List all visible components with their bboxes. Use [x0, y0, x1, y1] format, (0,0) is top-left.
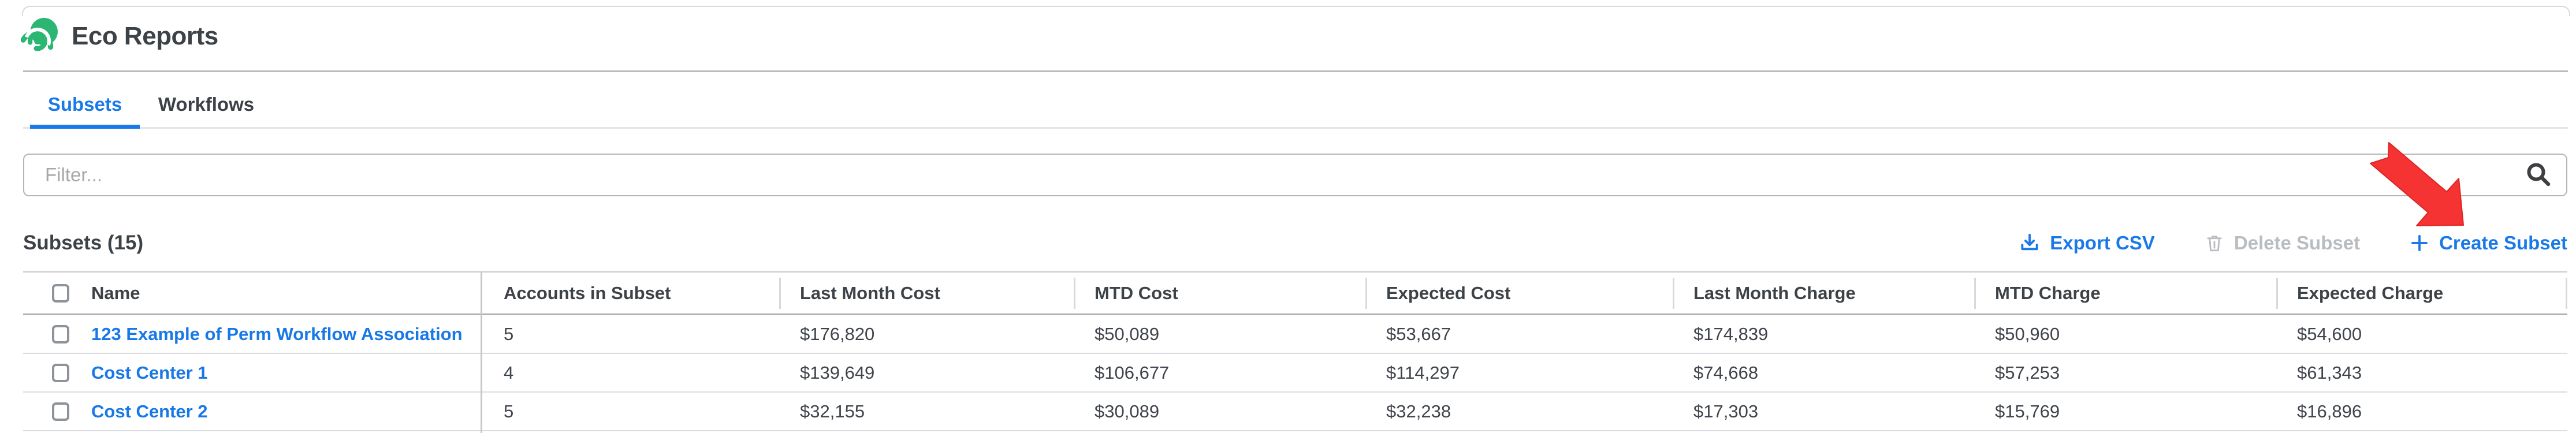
header-checkbox-cell [23, 272, 91, 313]
delete-subset-label: Delete Subset [2233, 232, 2361, 253]
accounts-in-subset-value: 4 [504, 362, 514, 383]
table-row: 123 Example of Perm Workflow Association… [23, 315, 2567, 354]
expected-cost-value: $53,667 [1386, 323, 1451, 344]
mtd-charge-value: $57,253 [1995, 362, 2060, 383]
column-header-last-month-charge: Last Month Charge [1673, 272, 1974, 313]
section-header: Subsets (15) Export CSV Delete Subset [23, 230, 2567, 256]
last-month-charge-value: $74,668 [1693, 362, 1759, 383]
accounts-in-subset-value: 5 [504, 323, 514, 344]
name-column-divider [481, 271, 482, 433]
table-header-row: Name Accounts in Subset Last Month Cost … [23, 272, 2567, 315]
filter-input[interactable] [23, 154, 2567, 196]
row-checkbox-cell [23, 354, 91, 391]
mtd-charge-value: $50,960 [1995, 323, 2060, 344]
expected-charge-value: $16,896 [2297, 401, 2362, 421]
accounts-in-subset-value: 5 [504, 401, 514, 421]
last-month-cost-value: $139,649 [800, 362, 875, 383]
mtd-cost-value: $106,677 [1095, 362, 1170, 383]
column-header-expected-charge: Expected Charge [2276, 272, 2567, 313]
search-icon[interactable] [2526, 162, 2552, 188]
expected-charge-value: $54,600 [2297, 323, 2362, 344]
subset-name-link[interactable]: Cost Center 2 [91, 401, 208, 421]
tabbar-baseline [23, 127, 2568, 129]
tab-subsets[interactable]: Subsets [30, 84, 140, 129]
column-header-expected-cost: Expected Cost [1365, 272, 1673, 313]
row-checkbox[interactable] [52, 324, 69, 344]
column-header-last-month-cost: Last Month Cost [779, 272, 1074, 313]
row-checkbox-cell [23, 393, 91, 430]
last-month-charge-value: $174,839 [1693, 323, 1769, 344]
column-header-accounts-in-subset: Accounts in Subset [504, 282, 671, 303]
row-checkbox-cell [23, 315, 91, 353]
last-month-charge-value: $17,303 [1693, 401, 1759, 421]
create-subset-label: Create Subset [2439, 232, 2567, 253]
mtd-charge-value: $15,769 [1995, 401, 2060, 421]
page-title: Eco Reports [72, 22, 218, 50]
expected-cost-value: $32,238 [1386, 401, 1451, 421]
expected-charge-value: $61,343 [2297, 362, 2362, 383]
export-csv-button[interactable]: Export CSV [2019, 232, 2155, 254]
filter-bar [23, 154, 2567, 196]
column-header-mtd-cost: MTD Cost [1074, 272, 1365, 313]
tab-workflows[interactable]: Workflows [158, 93, 255, 115]
export-csv-label: Export CSV [2050, 232, 2155, 253]
plus-icon [2411, 235, 2428, 251]
subset-name-link[interactable]: 123 Example of Perm Workflow Association [91, 323, 463, 344]
expected-cost-value: $114,297 [1386, 362, 1460, 383]
last-month-cost-value: $176,820 [800, 323, 875, 344]
subsets-table: Name Accounts in Subset Last Month Cost … [23, 271, 2567, 431]
header-divider [23, 70, 2568, 72]
delete-subset-button[interactable]: Delete Subset [2204, 232, 2360, 254]
panel-top-edge [22, 6, 2570, 16]
subset-name-link[interactable]: Cost Center 1 [91, 362, 208, 383]
select-all-checkbox[interactable] [52, 283, 69, 303]
row-checkbox[interactable] [52, 402, 69, 421]
last-month-cost-value: $32,155 [800, 401, 865, 421]
create-subset-button[interactable]: Create Subset [2409, 232, 2567, 254]
section-title: Subsets (15) [23, 232, 144, 254]
row-checkbox[interactable] [52, 363, 69, 382]
mtd-cost-value: $50,089 [1095, 323, 1160, 344]
download-icon [2021, 233, 2038, 251]
eco-spiral-icon [21, 18, 58, 51]
table-row: Cost Center 1 4 $139,649 $106,677 $114,2… [23, 354, 2567, 393]
tab-bar: Subsets Workflows [30, 84, 273, 129]
column-header-mtd-charge: MTD Charge [1974, 272, 2276, 313]
mtd-cost-value: $30,089 [1095, 401, 1160, 421]
app-header: Eco Reports [21, 16, 218, 57]
trash-icon [2207, 236, 2222, 252]
column-header-name: Name [91, 282, 140, 303]
table-actions: Export CSV Delete Subset Create Subset [2019, 232, 2567, 254]
table-row: Cost Center 2 5 $32,155 $30,089 $32,238 … [23, 393, 2567, 431]
